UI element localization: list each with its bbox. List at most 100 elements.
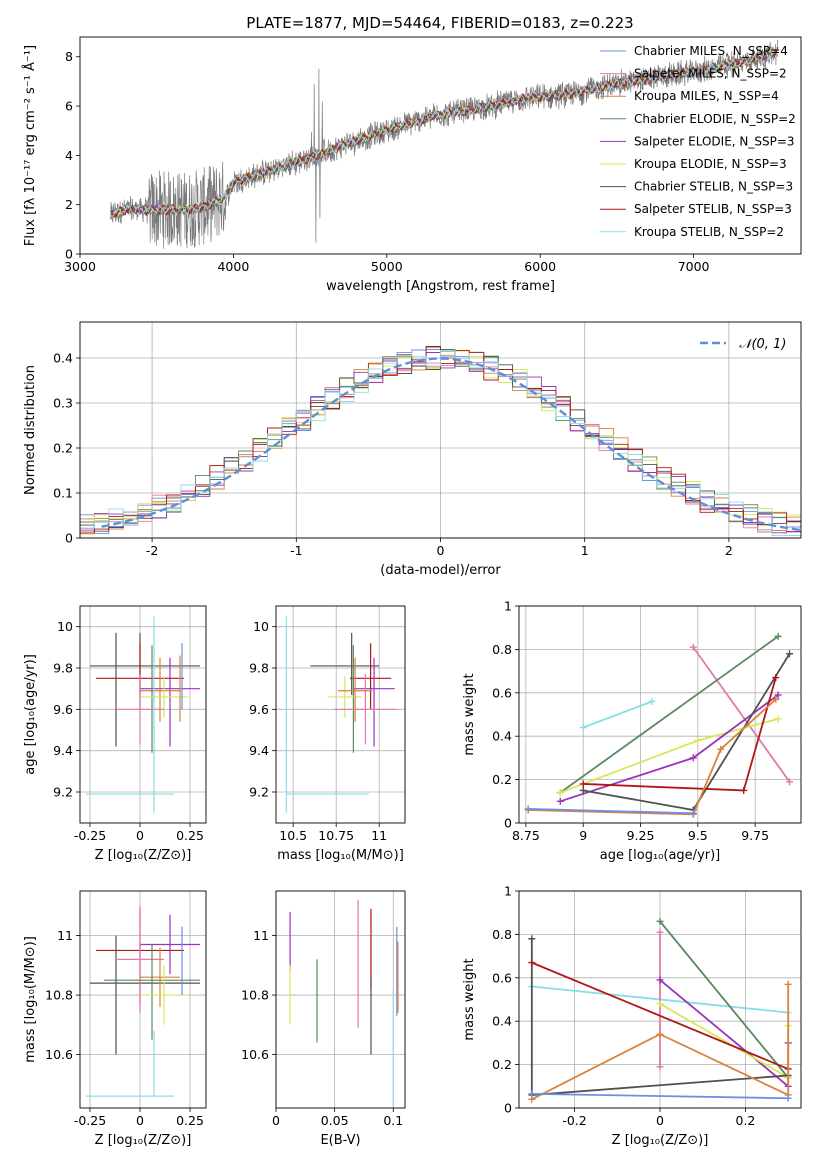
y-tick-label: 0.1 [53, 486, 73, 501]
weight-line [692, 646, 791, 783]
weight-marker [656, 1030, 664, 1038]
x-tick-label: 0.25 [176, 828, 204, 843]
x-tick-label: 1 [581, 543, 589, 558]
x-tick-label: 5000 [371, 259, 403, 274]
x-tick-label: -2 [146, 543, 158, 558]
normal-curve [101, 357, 801, 532]
weight-marker [740, 786, 748, 794]
legend-label: Salpeter ELODIE, N_SSP=3 [634, 134, 795, 148]
y-tick-label: 8 [65, 49, 73, 64]
x-axis-label: mass [log₁₀(M/M⊙)] [277, 848, 404, 863]
x-tick-label: 11 [371, 828, 387, 843]
panel-residuals: 𝒩(0, 1) -2 -1 0 1 2 0 0.1 0.2 0.3 0.4 (data-model)/… [23, 321, 802, 578]
weight-marker [579, 786, 587, 794]
legend-label: Kroupa STELIB, N_SSP=2 [634, 225, 784, 239]
y-axis-label: age [log₁₀(age/yr)] [23, 654, 38, 775]
x-tick-label: 0 [136, 828, 144, 843]
y-tick-label: 0 [504, 1101, 512, 1116]
x-axis-label: wavelength [Angstrom, rest frame] [326, 279, 555, 294]
x-tick-label: 9.25 [627, 828, 655, 843]
weight-marker [784, 1094, 792, 1102]
weight-marker [556, 789, 564, 797]
weight-marker [774, 691, 782, 699]
x-tick-label: -0.2 [562, 1113, 586, 1128]
x-tick-label: 10.5 [279, 828, 307, 843]
weight-marker [656, 976, 664, 984]
x-axis-label: E(B-V) [320, 1133, 360, 1148]
x-tick-label: 8.75 [512, 828, 540, 843]
weight-marker [689, 643, 697, 651]
x-tick-label: 0.2 [736, 1113, 756, 1128]
y-tick-label: 0.8 [492, 927, 512, 942]
weight-marker [784, 980, 792, 988]
weight-marker [656, 1063, 664, 1071]
x-axis-label: (data-model)/error [380, 563, 501, 578]
y-tick-label: 9.6 [53, 702, 73, 717]
weight-marker [648, 697, 656, 705]
weight-marker [528, 959, 536, 967]
y-tick-label: 4 [65, 148, 73, 163]
weight-line [528, 698, 777, 816]
y-tick-label: 9.2 [53, 785, 73, 800]
weight-marker [774, 632, 782, 640]
y-tick-label: 11 [57, 928, 73, 943]
panel-spectrum: Chabrier MILES, N_SSP=4 Salpeter MILES, N… [22, 36, 802, 294]
y-tick-label: 2 [65, 197, 73, 212]
y-tick-label: 9.2 [249, 785, 269, 800]
y-tick-label: 0 [65, 531, 73, 546]
y-tick-label: 10.8 [241, 988, 269, 1003]
weight-marker [528, 935, 536, 943]
panel-age-vs-Z: -0.25 0 0.25 9.2 9.4 9.6 9.8 10 Z [log₁₀(Z/Z⊙)] a… [23, 605, 207, 863]
legend-label: Salpeter MILES, N_SSP=2 [634, 67, 787, 81]
weight-marker [579, 724, 587, 732]
x-axis-label: Z [log₁₀(Z/Z⊙)] [612, 1133, 709, 1148]
y-tick-label: 9.6 [249, 702, 269, 717]
y-tick-label: 0.3 [53, 396, 73, 411]
legend-label: Chabrier ELODIE, N_SSP=2 [634, 112, 796, 126]
x-tick-label: 9 [579, 828, 587, 843]
y-tick-label: 9.4 [249, 743, 269, 758]
legend-label: Chabrier MILES, N_SSP=4 [634, 44, 788, 58]
weight-line [531, 961, 789, 1070]
y-tick-label: 0.2 [492, 1057, 512, 1072]
x-tick-label: 3000 [64, 259, 96, 274]
weight-marker [772, 674, 780, 682]
y-tick-label: 0.8 [492, 642, 512, 657]
y-tick-label: 0.6 [492, 685, 512, 700]
x-tick-label: 4000 [217, 259, 249, 274]
y-tick-label: 9.8 [249, 661, 269, 676]
weight-marker [579, 780, 587, 788]
axes-frame [275, 890, 406, 1109]
panel-mass-vs-Z: -0.25 0 0.25 10.6 10.8 11 Z [log₁₀(Z/Z⊙)] mass … [23, 890, 207, 1148]
panel-mass-vs-ebv: 0 0.05 0.1 10.6 10.8 11 E(B-V) [241, 890, 406, 1148]
x-tick-label: 0 [272, 1113, 280, 1128]
y-tick-label: 0 [504, 816, 512, 831]
x-tick-label: -1 [290, 543, 302, 558]
y-tick-label: 10 [57, 619, 73, 634]
y-tick-label: 0.6 [492, 970, 512, 985]
y-tick-label: 1 [504, 599, 512, 614]
legend-label: Salpeter STELIB, N_SSP=3 [634, 202, 792, 216]
x-axis-label: age [log₁₀(age/yr)] [600, 848, 721, 863]
legend-label: Kroupa MILES, N_SSP=4 [634, 89, 779, 103]
y-axis-label: mass weight [462, 673, 477, 755]
legend-label: Kroupa ELODIE, N_SSP=3 [634, 157, 787, 171]
x-tick-label: 0 [437, 543, 445, 558]
figure-title: PLATE=1877, MJD=54464, FIBERID=0183, z=0… [246, 14, 633, 32]
x-tick-label: 9.75 [741, 828, 769, 843]
y-tick-label: 9.8 [53, 661, 73, 676]
y-axis-label: Normed distribution [23, 365, 38, 495]
weight-marker [786, 650, 794, 658]
x-tick-label: 0.1 [383, 1113, 403, 1128]
x-tick-label: 6000 [524, 259, 556, 274]
panel-weight-vs-age: 8.75 9 9.25 9.5 9.75 0 0.2 0.4 0.6 0.8 1 age [log₁₀… [462, 599, 802, 863]
residual-histograms [80, 346, 801, 537]
x-tick-label: 0 [656, 1113, 664, 1128]
x-axis-label: Z [log₁₀(Z/Z⊙)] [95, 848, 192, 863]
weight-marker [656, 917, 664, 925]
x-tick-label: 0.25 [176, 1113, 204, 1128]
x-tick-label: 0.05 [321, 1113, 349, 1128]
x-tick-label: 7000 [678, 259, 710, 274]
weight-marker [556, 797, 564, 805]
y-tick-label: 0.4 [492, 1014, 512, 1029]
